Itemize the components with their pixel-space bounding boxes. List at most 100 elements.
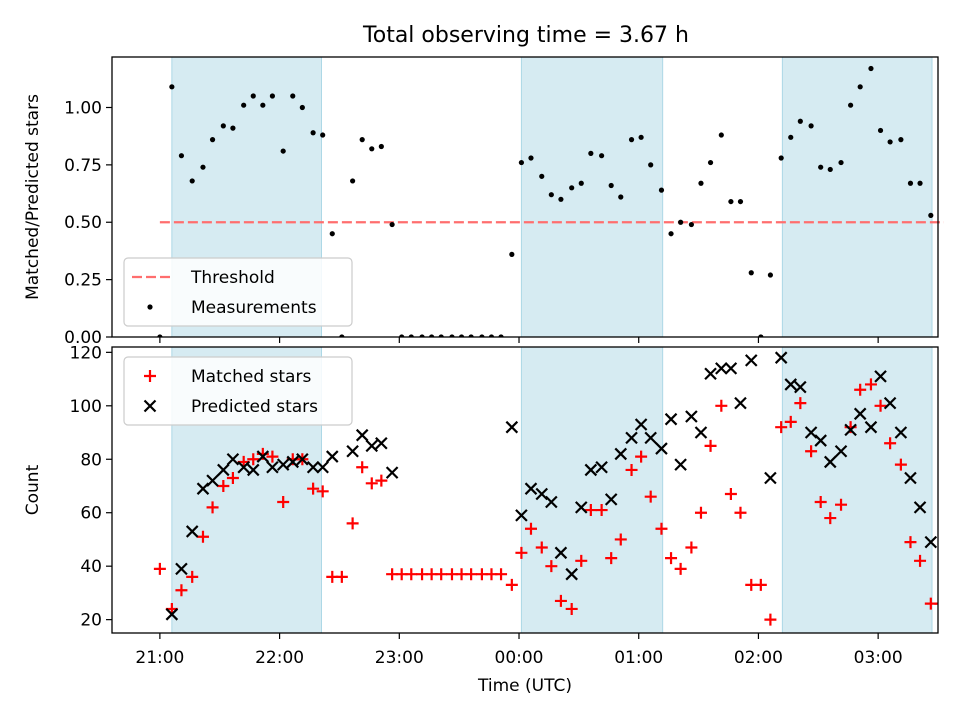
matched-stars-point bbox=[655, 522, 668, 535]
predicted-stars-point bbox=[375, 436, 388, 450]
measurements-point bbox=[767, 272, 774, 278]
bottom-observing-window-1 bbox=[520, 346, 664, 634]
predicted-stars-point bbox=[316, 461, 329, 474]
top-legend: Threshold Measurements bbox=[123, 257, 353, 327]
matched-stars-point bbox=[307, 482, 320, 495]
predicted-stars-point bbox=[814, 434, 827, 447]
predicted-stars-point bbox=[715, 362, 728, 375]
predicted-stars-point bbox=[864, 420, 878, 434]
matched-stars-point bbox=[614, 533, 627, 546]
predicted-stars-point bbox=[894, 426, 908, 439]
matched-stars-point bbox=[814, 496, 827, 509]
matched-stars-point bbox=[226, 471, 239, 484]
measurements-point bbox=[778, 155, 784, 161]
measurements-point bbox=[808, 123, 814, 129]
predicted-stars-point bbox=[185, 525, 199, 538]
measurements-point bbox=[518, 159, 525, 166]
measurements-point bbox=[728, 198, 734, 205]
measurements-point bbox=[857, 84, 863, 90]
measurements-point bbox=[378, 143, 384, 150]
matched-stars-point bbox=[934, 602, 938, 605]
matched-stars-point bbox=[217, 479, 230, 492]
bottom-ytick-label: 80 bbox=[80, 450, 102, 470]
predicted-stars-point bbox=[704, 367, 717, 381]
predicted-stars-point bbox=[276, 458, 290, 471]
legend-predicted-swatch bbox=[143, 399, 157, 413]
bottom-legend: Matched stars Predicted stars bbox=[123, 356, 353, 426]
measurements-point bbox=[608, 182, 614, 189]
matched-stars-point bbox=[805, 445, 818, 458]
matched-stars-point bbox=[595, 504, 608, 517]
predicted-stars-point bbox=[505, 420, 519, 434]
measurements-point bbox=[329, 231, 335, 237]
predicted-stars-point bbox=[744, 354, 758, 367]
predicted-stars-point bbox=[246, 463, 260, 477]
measurements-point bbox=[917, 180, 923, 186]
bottom-ytick-label: 120 bbox=[70, 343, 102, 363]
matched-stars-point bbox=[734, 506, 747, 519]
count-panel: 20 40 60 80 100 120 Count 21:00 22:00 23:00 00:00 0… bbox=[23, 343, 939, 696]
top-observing-window-1 bbox=[520, 56, 664, 338]
matched-stars-point bbox=[206, 501, 219, 514]
matched-stars-point bbox=[764, 613, 777, 626]
predicted-stars-point bbox=[784, 378, 798, 391]
matched-stars-point bbox=[153, 562, 166, 575]
matched-stars-point bbox=[794, 397, 807, 410]
measurements-point bbox=[189, 178, 195, 184]
predicted-stars-point bbox=[853, 407, 867, 421]
legend-measurements-swatch bbox=[147, 304, 153, 310]
predicted-stars-point bbox=[625, 431, 638, 445]
bottom-legend-box bbox=[123, 356, 353, 426]
matched-stars-point bbox=[625, 463, 638, 476]
bottom-xtick-label: 00:00 bbox=[495, 648, 544, 668]
measurements-point bbox=[509, 251, 515, 257]
matched-stars-point bbox=[335, 570, 348, 583]
matched-stars-point bbox=[247, 453, 260, 466]
predicted-stars-point bbox=[774, 351, 788, 364]
measurements-point bbox=[928, 212, 934, 218]
matched-stars-point bbox=[175, 584, 188, 597]
matched-stars-point bbox=[186, 570, 199, 583]
predicted-stars-point bbox=[524, 482, 538, 495]
predicted-stars-point bbox=[286, 455, 300, 469]
predicted-stars-point bbox=[365, 439, 379, 453]
measurements-point bbox=[788, 134, 794, 140]
matched-stars-point bbox=[365, 477, 378, 490]
matched-stars-point bbox=[515, 546, 528, 559]
bottom-axes-frame bbox=[111, 346, 939, 634]
measurements-point bbox=[230, 125, 236, 131]
top-ytick-label: 1.00 bbox=[64, 98, 102, 118]
predicted-stars-point bbox=[535, 487, 549, 501]
measurements-point bbox=[618, 194, 624, 200]
bottom-ytick-label: 60 bbox=[80, 504, 102, 524]
top-legend-box bbox=[123, 257, 353, 327]
predicted-stars-point bbox=[196, 482, 210, 495]
matched-stars-point bbox=[784, 415, 797, 428]
matched-stars-point bbox=[346, 517, 359, 530]
matched-stars-point bbox=[724, 488, 737, 501]
measurements-point bbox=[320, 132, 326, 138]
measurements-point bbox=[280, 148, 286, 154]
measurements-point bbox=[548, 192, 554, 198]
measurements-point bbox=[569, 185, 575, 191]
top-ytick-label: 0.50 bbox=[64, 213, 102, 233]
predicted-stars-point bbox=[565, 567, 578, 581]
predicted-stars-point bbox=[385, 466, 399, 479]
measurements-point bbox=[310, 130, 316, 136]
top-axes-frame bbox=[111, 56, 939, 338]
bottom-xtick-label: 02:00 bbox=[734, 648, 783, 668]
measurements-point bbox=[220, 123, 226, 129]
predicted-stars-point bbox=[834, 444, 848, 458]
measurements-point bbox=[638, 134, 644, 140]
measurements-point bbox=[838, 159, 844, 166]
top-ytick-label: 0.75 bbox=[64, 156, 102, 176]
predicted-stars-point bbox=[165, 608, 179, 621]
bottom-legend-label: Matched stars bbox=[191, 367, 311, 387]
bottom-data-layer bbox=[153, 351, 938, 626]
predicted-stars-point bbox=[584, 463, 598, 477]
matched-stars-point bbox=[835, 498, 848, 511]
predicted-stars-point bbox=[685, 410, 698, 423]
predicted-stars-point bbox=[904, 471, 917, 485]
top-ytick-label: 0.00 bbox=[64, 328, 102, 348]
bottom-xtick-label: 22:00 bbox=[255, 648, 304, 668]
